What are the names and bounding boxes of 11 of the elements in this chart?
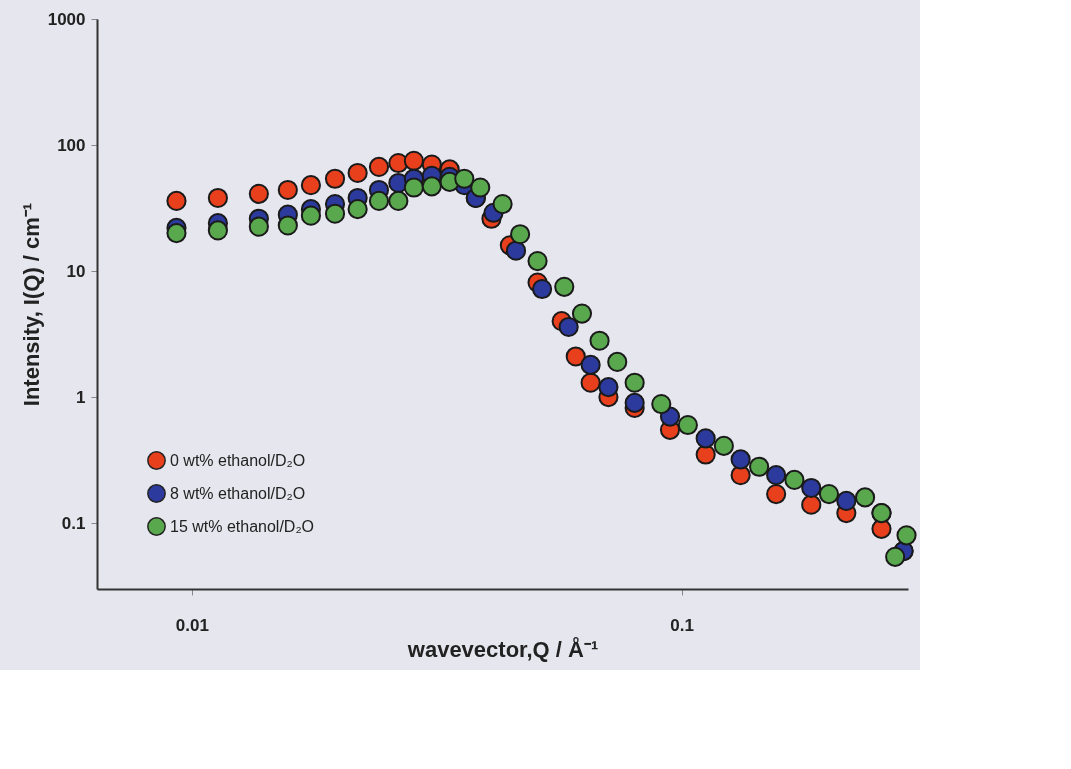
x-tick-label: 0.01 [175, 615, 209, 635]
legend-label: 0 wt% ethanol/D₂O [170, 451, 306, 469]
y-axis-title: Intensity, I(Q) / cm⁻¹ [18, 202, 44, 407]
legend-label: 15 wt% ethanol/D₂O [170, 517, 315, 535]
y-tick-label: 1000 [47, 9, 86, 29]
y-tick-label: 1 [76, 387, 86, 407]
y-tick-label: 100 [57, 135, 86, 155]
y-tick-label: 10 [66, 261, 86, 281]
legend-label: 8 wt% ethanol/D₂O [170, 484, 306, 502]
y-tick-label: 0.1 [61, 513, 86, 533]
x-axis-title: wavevector,Q / Å⁻¹ [406, 635, 599, 662]
